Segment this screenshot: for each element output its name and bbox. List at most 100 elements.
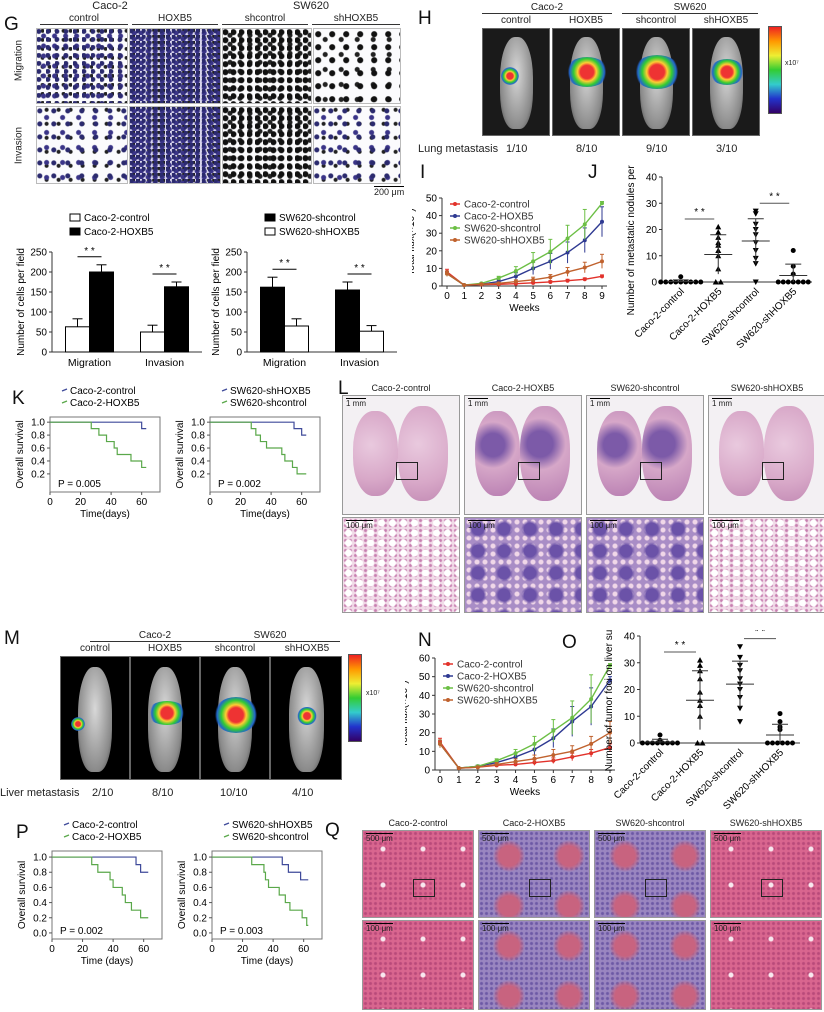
x-axis-label: Time (days) xyxy=(81,956,133,967)
y-tick-label: 20 xyxy=(624,685,636,696)
metastasis-count: 9/10 xyxy=(646,143,668,155)
legend-label: Caco-2-HOXB5 xyxy=(457,672,527,683)
data-point xyxy=(737,654,743,661)
migration-image xyxy=(313,28,401,104)
legend-line xyxy=(221,388,228,392)
y-tick-label: 0.0 xyxy=(193,928,207,939)
legend-label: Caco-2-HOXB5 xyxy=(464,212,534,223)
data-point xyxy=(737,719,743,725)
p-value: P = 0.003 xyxy=(220,926,263,937)
data-point xyxy=(570,754,575,759)
legend-line xyxy=(63,822,70,826)
zoom-region-box xyxy=(413,879,436,898)
data-point xyxy=(565,236,570,241)
scale-bar: 1 mm xyxy=(346,398,366,408)
data-point xyxy=(694,740,701,746)
y-tick-label: 150 xyxy=(225,288,242,299)
metastasis-count: 2/10 xyxy=(92,787,114,799)
legend-marker xyxy=(453,202,457,206)
column-header: control xyxy=(40,13,128,25)
column-header: SW620-shcontrol xyxy=(615,818,685,828)
column-header: Caco-2-control xyxy=(371,383,431,393)
data-point xyxy=(663,279,669,285)
panel-label-q: Q xyxy=(325,820,340,841)
y-tick-label: 0.2 xyxy=(33,913,47,924)
data-point xyxy=(668,279,674,285)
scale-bar: 1 mm xyxy=(468,398,488,408)
y-tick-label: 20 xyxy=(646,225,658,236)
scale-bar: 100 μm xyxy=(714,923,741,933)
y-axis-label: Total flux(×10⁶) xyxy=(405,680,410,747)
data-point xyxy=(494,758,499,763)
x-tick-label: 40 xyxy=(266,497,278,508)
metastasis-count: 3/10 xyxy=(716,143,738,155)
x-tick-label: 20 xyxy=(77,944,89,955)
group-header: Caco-2 xyxy=(482,2,612,14)
column-header: HOXB5 xyxy=(569,15,603,26)
group-header: Caco-2 xyxy=(90,630,220,642)
metastasis-count: 8/10 xyxy=(576,143,598,155)
scale-bar: 500 μm xyxy=(366,833,393,843)
y-axis-label: Overall survival xyxy=(175,420,186,488)
y-tick-label: 0.4 xyxy=(191,456,205,467)
data-point xyxy=(683,279,689,285)
scatter-chart-o: 0 10 20 30 40 Number of tumor foci on liver s… xyxy=(604,630,800,810)
x-tick-label: 60 xyxy=(296,497,308,508)
data-point xyxy=(531,277,536,282)
migration-image xyxy=(129,28,221,104)
legend-label: Caco-2-control xyxy=(72,820,138,831)
survival-chart-p-right: 0.0 0.2 0.4 0.6 0.8 1.0 0 20 40 60 Time (days) Over… xyxy=(177,820,323,967)
data-point xyxy=(494,762,499,767)
x-tick-label: 9 xyxy=(607,775,613,786)
data-point xyxy=(582,277,587,282)
x-tick-label: 40 xyxy=(268,944,280,955)
low-magnification-image: 500 μm xyxy=(478,830,590,918)
data-point xyxy=(462,283,467,288)
data-point xyxy=(699,740,706,746)
significance-marker: * * xyxy=(159,263,170,274)
x-tick-label: 0 xyxy=(209,944,215,955)
high-magnification-image: 100 μm xyxy=(478,920,590,1010)
low-magnification-image: 1 mm xyxy=(708,395,824,515)
data-point xyxy=(479,282,484,287)
legend-marker xyxy=(453,214,457,218)
scale-bar: 100 μm xyxy=(482,923,509,933)
column-header: SW620-shcontrol xyxy=(610,383,680,393)
bar xyxy=(65,326,90,353)
legend-marker xyxy=(446,686,450,690)
scale-bar: 100 μm xyxy=(366,923,393,933)
data-point xyxy=(697,662,703,668)
data-point xyxy=(675,740,680,746)
legend-label: Caco-2-control xyxy=(464,200,530,211)
data-point xyxy=(582,238,587,243)
mouse-image xyxy=(482,28,550,136)
x-tick-label: 7 xyxy=(565,291,571,302)
data-point xyxy=(752,279,759,285)
panel-label-g: G xyxy=(4,14,19,35)
high-magnification-image: 100 μm xyxy=(710,920,822,1010)
y-axis-label: Number of metastatic nodules per lung xyxy=(626,165,637,315)
significance-marker: * * xyxy=(755,630,766,638)
y-tick-label: 50 xyxy=(36,328,48,339)
legend-label: SW620-shcontrol xyxy=(232,832,309,843)
y-tick-label: 0 xyxy=(41,348,47,359)
data-point xyxy=(770,740,775,746)
legend-line xyxy=(223,834,230,838)
high-magnification-image: 100 μm xyxy=(594,920,706,1010)
colorbar-unit: x10⁷ xyxy=(366,690,380,697)
invasion-image xyxy=(313,106,401,184)
data-point xyxy=(438,741,442,746)
legend-swatch xyxy=(69,213,81,222)
legend-marker xyxy=(453,226,457,230)
y-tick-label: 0.0 xyxy=(33,928,47,939)
x-tick-label: 7 xyxy=(569,775,575,786)
group-header: SW620 xyxy=(200,630,340,642)
survival-chart-k-left: 0.2 0.40.6 0.8 1.0 0 20 40 60 Time(days) Overall … xyxy=(15,386,161,520)
data-point xyxy=(655,740,660,746)
low-magnification-image: 500 μm xyxy=(362,830,474,918)
data-point xyxy=(660,740,665,746)
panel-label-k: K xyxy=(12,388,25,409)
x-tick-label: 5 xyxy=(532,775,538,786)
